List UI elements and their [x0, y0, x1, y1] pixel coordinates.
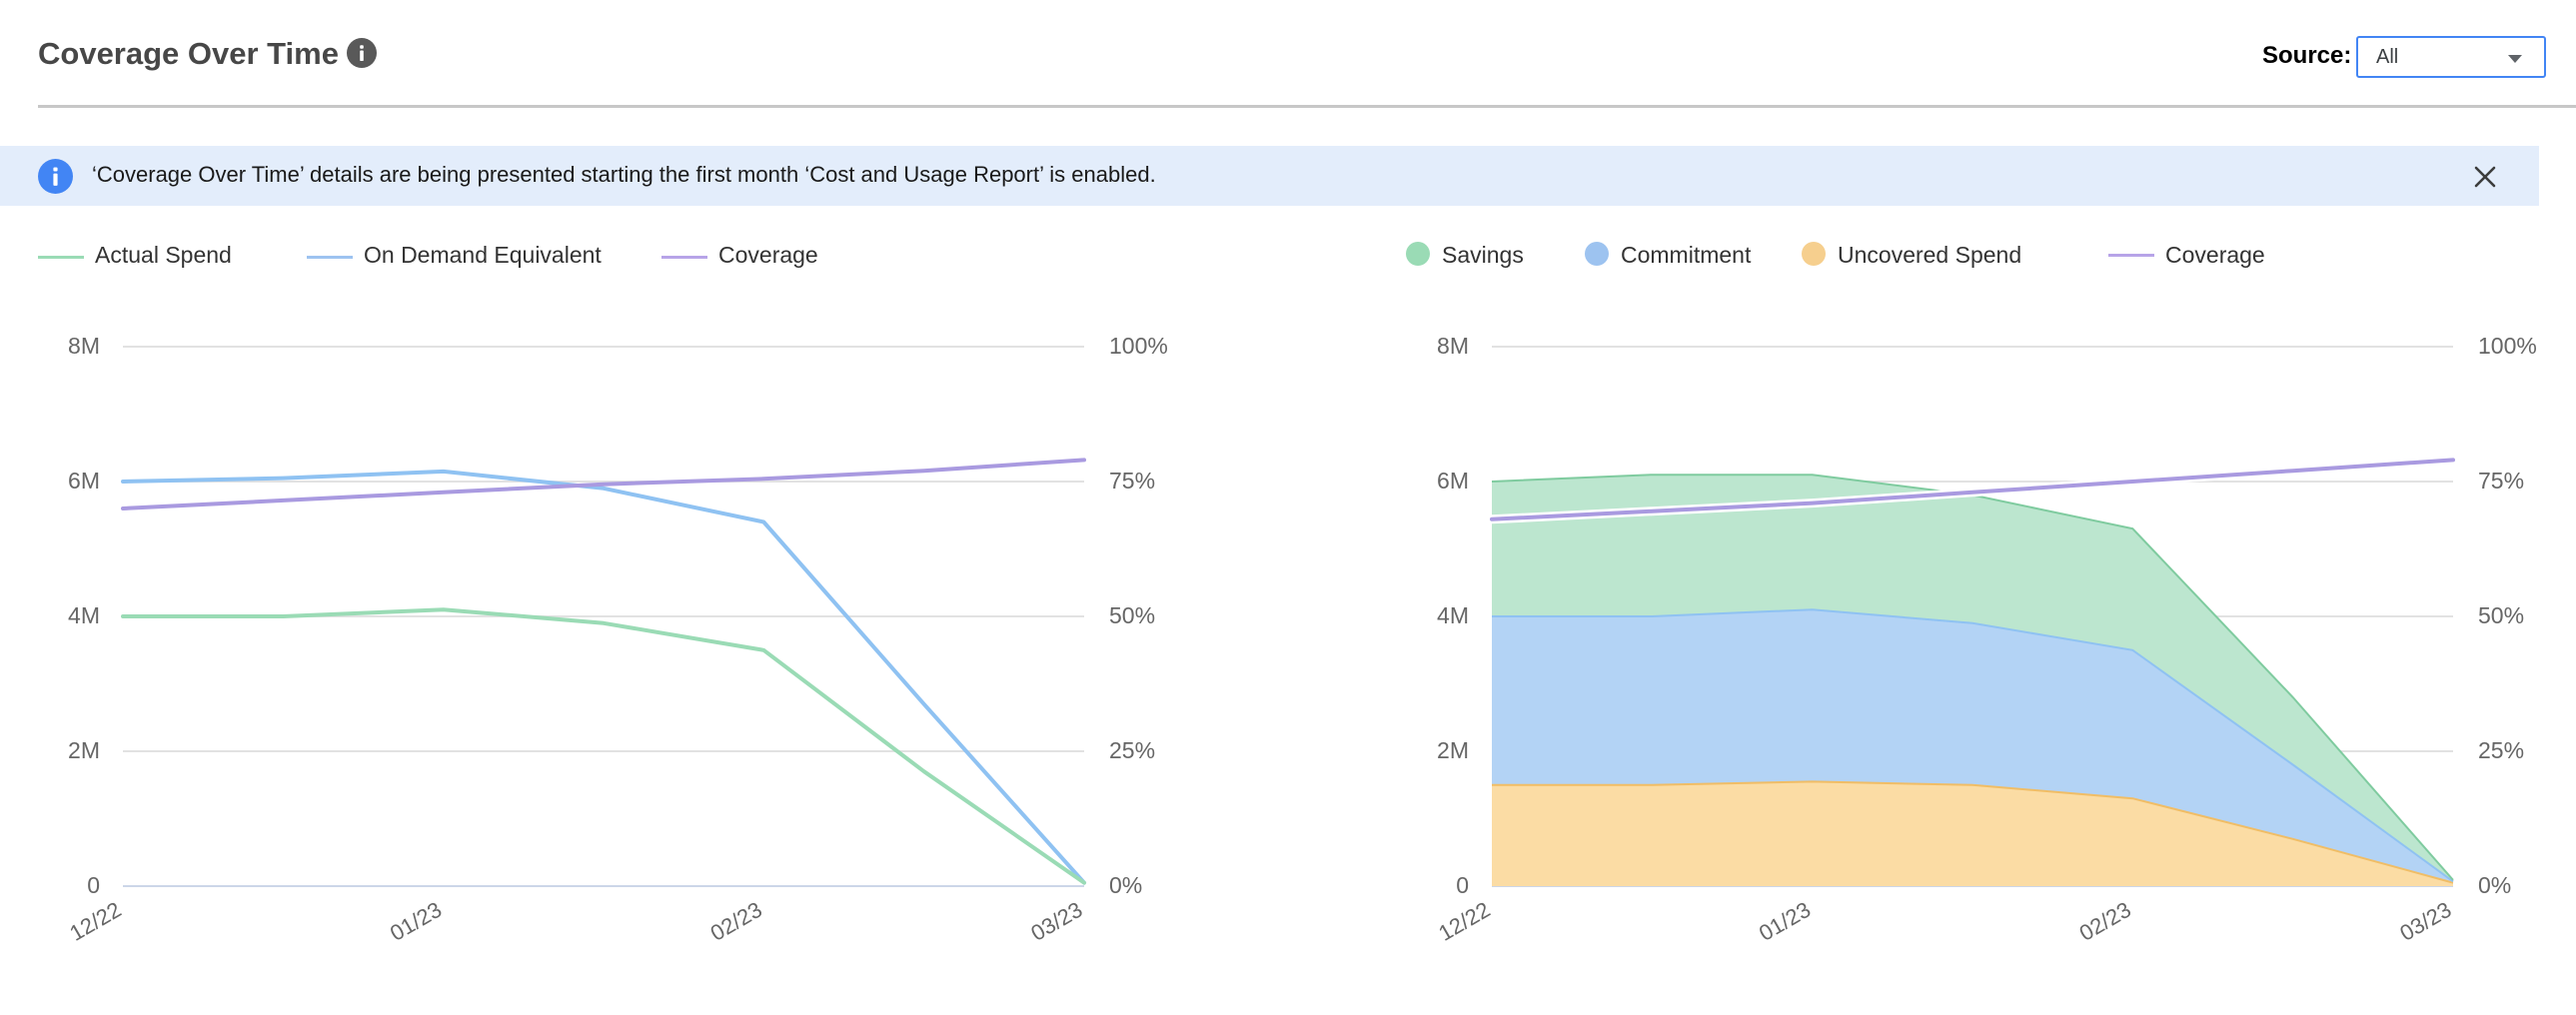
svg-text:0%: 0% — [1109, 872, 1142, 898]
svg-text:01/23: 01/23 — [1755, 897, 1815, 946]
svg-text:12/22: 12/22 — [1434, 897, 1494, 946]
svg-text:50%: 50% — [2478, 602, 2524, 628]
svg-text:75%: 75% — [2478, 468, 2524, 494]
svg-text:12/22: 12/22 — [65, 897, 125, 946]
svg-text:8M: 8M — [68, 333, 100, 359]
svg-text:4M: 4M — [1437, 602, 1469, 628]
svg-text:100%: 100% — [1109, 333, 1168, 359]
svg-text:100%: 100% — [2478, 333, 2537, 359]
svg-text:25%: 25% — [1109, 737, 1155, 763]
svg-text:2M: 2M — [68, 737, 100, 763]
svg-text:4M: 4M — [68, 602, 100, 628]
svg-text:03/23: 03/23 — [1026, 897, 1086, 946]
svg-text:6M: 6M — [68, 468, 100, 494]
svg-text:0: 0 — [87, 872, 100, 898]
svg-text:02/23: 02/23 — [706, 897, 766, 946]
svg-text:0: 0 — [1456, 872, 1469, 898]
svg-text:02/23: 02/23 — [2075, 897, 2135, 946]
svg-text:03/23: 03/23 — [2395, 897, 2455, 946]
svg-text:01/23: 01/23 — [386, 897, 446, 946]
svg-text:25%: 25% — [2478, 737, 2524, 763]
svg-text:6M: 6M — [1437, 468, 1469, 494]
svg-text:75%: 75% — [1109, 468, 1155, 494]
svg-text:0%: 0% — [2478, 872, 2511, 898]
svg-text:50%: 50% — [1109, 602, 1155, 628]
svg-text:2M: 2M — [1437, 737, 1469, 763]
svg-text:8M: 8M — [1437, 333, 1469, 359]
